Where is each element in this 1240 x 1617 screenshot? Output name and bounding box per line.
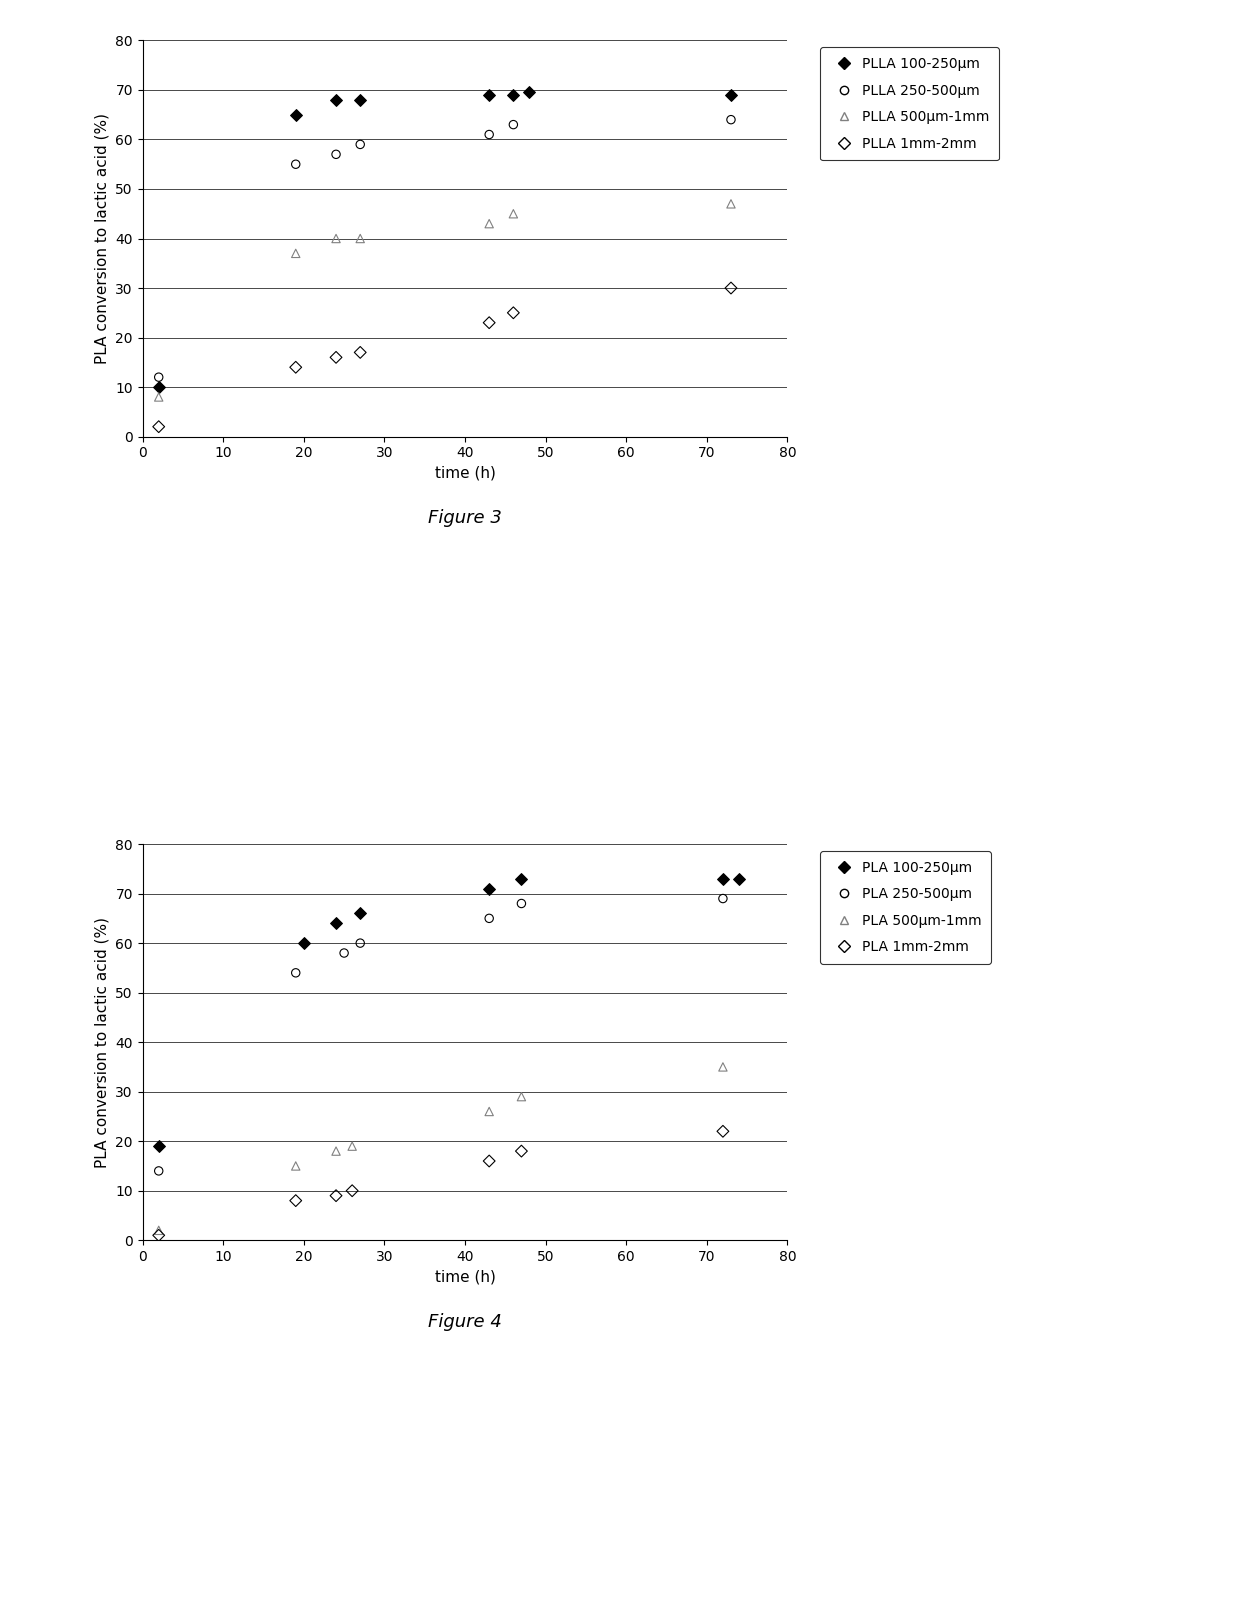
Point (326, 910, 346, 936)
Point (512, 1083, 532, 1109)
Point (326, 87, 346, 113)
Point (285, 960, 306, 986)
Point (285, 241, 306, 267)
Text: Figure 3: Figure 3 (428, 509, 502, 527)
Point (722, 82, 742, 108)
Y-axis label: PLA conversion to lactic acid (%): PLA conversion to lactic acid (%) (94, 113, 109, 364)
Point (294, 930, 314, 956)
Point (351, 930, 371, 956)
Point (713, 1054, 733, 1080)
Point (149, 364, 169, 390)
Point (285, 102, 306, 128)
Point (713, 1119, 733, 1145)
Point (285, 1153, 306, 1179)
Point (480, 906, 500, 931)
Point (713, 886, 733, 912)
Point (480, 876, 500, 902)
Point (503, 112, 523, 137)
Point (480, 210, 500, 236)
Point (512, 1138, 532, 1164)
Point (520, 79, 539, 105)
Point (285, 1187, 306, 1213)
Point (512, 865, 532, 891)
Point (713, 865, 733, 891)
Point (503, 82, 523, 108)
Point (285, 354, 306, 380)
Point (285, 152, 306, 178)
Point (351, 901, 371, 927)
Point (149, 374, 169, 399)
Point (480, 1098, 500, 1124)
Legend: PLLA 100-250μm, PLLA 250-500μm, PLLA 500μm-1mm, PLLA 1mm-2mm: PLLA 100-250μm, PLLA 250-500μm, PLLA 500… (820, 47, 999, 160)
Point (149, 1218, 169, 1243)
Point (149, 1222, 169, 1248)
Point (342, 1134, 362, 1159)
Point (512, 891, 532, 917)
Point (480, 310, 500, 336)
Point (326, 141, 346, 167)
Point (729, 865, 749, 891)
Legend: PLA 100-250μm, PLA 250-500μm, PLA 500μm-1mm, PLA 1mm-2mm: PLA 100-250μm, PLA 250-500μm, PLA 500μm-… (820, 851, 991, 964)
Point (326, 225, 346, 251)
Point (326, 344, 346, 370)
Point (342, 1177, 362, 1203)
Point (335, 939, 355, 965)
Point (149, 383, 169, 409)
Point (149, 1134, 169, 1159)
Point (503, 201, 523, 226)
Point (503, 299, 523, 325)
Point (722, 107, 742, 133)
Point (722, 275, 742, 301)
Point (351, 87, 371, 113)
Y-axis label: PLA conversion to lactic acid (%): PLA conversion to lactic acid (%) (94, 917, 109, 1167)
Point (149, 1158, 169, 1184)
Point (480, 121, 500, 147)
Point (722, 191, 742, 217)
X-axis label: time (h): time (h) (434, 1269, 496, 1284)
X-axis label: time (h): time (h) (434, 466, 496, 480)
Point (326, 1182, 346, 1208)
Point (351, 131, 371, 157)
Point (480, 1148, 500, 1174)
Point (326, 1138, 346, 1164)
Text: Figure 4: Figure 4 (428, 1313, 502, 1331)
Point (351, 225, 371, 251)
Point (351, 340, 371, 365)
Point (149, 414, 169, 440)
Point (480, 82, 500, 108)
